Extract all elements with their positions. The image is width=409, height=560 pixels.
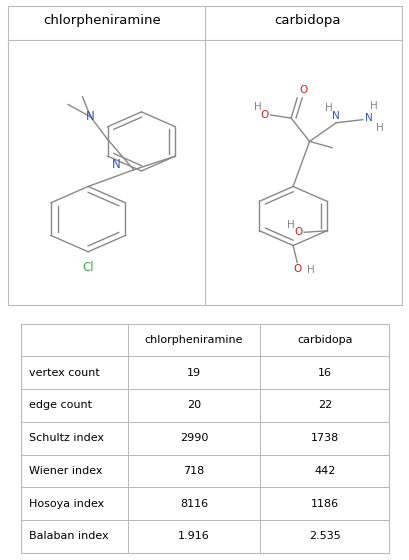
Text: Hosoya index: Hosoya index — [29, 498, 104, 508]
Text: Schultz index: Schultz index — [29, 433, 103, 443]
Text: Cl: Cl — [82, 261, 94, 274]
Text: 20: 20 — [187, 400, 200, 410]
Text: 1.916: 1.916 — [178, 531, 209, 542]
Text: H: H — [324, 104, 332, 114]
Text: chlorpheniramine: chlorpheniramine — [144, 335, 243, 345]
Text: 2990: 2990 — [179, 433, 208, 443]
Text: H: H — [370, 101, 377, 111]
Text: 718: 718 — [183, 466, 204, 476]
Text: 1738: 1738 — [310, 433, 338, 443]
Text: vertex count: vertex count — [29, 368, 99, 378]
Text: 16: 16 — [317, 368, 331, 378]
Text: H: H — [307, 265, 315, 276]
Text: 1186: 1186 — [310, 498, 338, 508]
Text: carbidopa: carbidopa — [297, 335, 352, 345]
Text: N: N — [364, 113, 372, 123]
Text: 2.535: 2.535 — [308, 531, 340, 542]
Text: chlorpheniramine: chlorpheniramine — [43, 13, 161, 27]
Text: O: O — [293, 227, 301, 237]
Text: H: H — [375, 123, 383, 133]
Text: H: H — [253, 102, 261, 112]
Text: N: N — [86, 110, 95, 123]
Text: 22: 22 — [317, 400, 331, 410]
Bar — [20, 324, 389, 553]
Text: 19: 19 — [187, 368, 200, 378]
Text: O: O — [299, 85, 307, 95]
Text: 8116: 8116 — [180, 498, 207, 508]
Text: O: O — [292, 264, 301, 274]
Text: edge count: edge count — [29, 400, 92, 410]
Text: Wiener index: Wiener index — [29, 466, 102, 476]
Text: N: N — [332, 111, 339, 121]
Text: Balaban index: Balaban index — [29, 531, 108, 542]
Text: 442: 442 — [313, 466, 335, 476]
Text: carbidopa: carbidopa — [274, 13, 340, 27]
Text: O: O — [260, 110, 268, 120]
Text: H: H — [287, 220, 294, 230]
Text: N: N — [112, 158, 120, 171]
